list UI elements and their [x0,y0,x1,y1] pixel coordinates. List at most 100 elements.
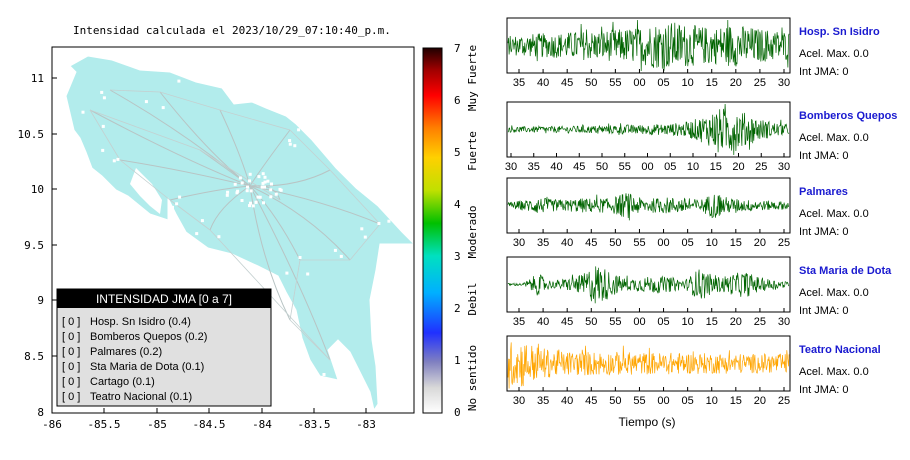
time-tick-label: 45 [561,316,573,328]
station-marker [344,162,348,165]
station-marker [363,235,367,239]
station-marker [195,232,199,236]
station-marker [263,180,267,184]
time-tick-label: 20 [730,316,742,328]
station-marker [257,175,261,179]
road-line [249,169,331,187]
seismogram-panel: 30 35 40 45 50 55 00 05 10 15 20 25 30 Bomberos Quepo… [505,101,897,173]
station-marker [226,190,230,194]
road-line [89,109,201,151]
station-marker [263,175,267,179]
acel-max: Acel. Max. 0.0 [799,366,869,378]
station-marker [112,159,116,163]
colorbar-tick: 2 [454,302,461,315]
station-name: Teatro Nacional [799,344,881,356]
waveform-line [507,342,790,389]
time-tick-label: 40 [537,77,549,89]
y-tick: 9 [37,294,44,307]
station-marker [270,182,273,186]
station-marker [306,272,310,276]
station-marker [251,204,255,208]
station-marker [269,188,273,192]
time-tick-label: 05 [664,161,676,173]
station-marker [238,176,242,180]
intensity-legend: INTENSIDAD JMA [0 a 7] [ 0 ] Hosp. Sn Is… [56,288,272,407]
y-tick: 8.5 [24,350,44,363]
time-tick-label: 00 [657,395,669,407]
acel-max: Acel. Max. 0.0 [799,287,869,299]
colorbar-category: Moderado [466,206,479,259]
time-tick-label: 30 [778,316,790,328]
time-tick-label: 20 [730,77,742,89]
station-marker [225,193,229,197]
time-tick-label: 05 [682,395,694,407]
station-marker [178,195,182,199]
time-tick-label: 35 [513,316,525,328]
time-tick-label: 05 [657,77,669,89]
station-marker [298,256,302,259]
road-line [219,109,291,131]
station-marker [360,227,364,231]
legend-level: [ 0 ] [62,376,80,388]
station-marker [288,139,292,143]
time-tick-label: 15 [710,161,722,173]
station-marker [262,201,265,205]
legend-label: Palmares (0.2) [90,346,162,358]
station-marker [248,204,251,208]
colorbar-tick: 7 [454,42,461,55]
int-jma: Int JMA: 0 [799,150,849,162]
station-marker [297,128,301,132]
seismogram-frame [506,335,791,392]
int-jma: Int JMA: 0 [799,384,849,396]
time-tick-label: 05 [657,316,669,328]
time-tick-label: 25 [754,77,766,89]
x-tick: -85.5 [87,418,120,431]
time-tick-label: 55 [633,395,645,407]
time-tick-label: 50 [596,161,608,173]
station-marker [339,254,343,258]
legend-level: [ 0 ] [62,346,80,358]
time-tick-label: 30 [778,161,790,173]
seismogram-panel: 35 40 45 50 55 00 05 10 15 20 25 30 Hosp. Sn Isidro A… [506,17,880,89]
station-marker [235,191,239,195]
station-marker [279,188,283,192]
acel-max: Acel. Max. 0.0 [799,48,869,60]
time-tick-label: 45 [561,77,573,89]
road-line [249,185,381,225]
x-tick: -84.5 [192,418,225,431]
time-tick-label: 20 [754,237,766,249]
time-tick-label: 10 [706,237,718,249]
x-tick: -83.5 [297,418,330,431]
x-tick: -84 [252,418,272,431]
waveform-line [507,193,790,221]
x-tick: -83 [356,418,376,431]
station-marker [200,219,204,223]
time-tick-label: 00 [633,77,645,89]
station-marker [377,222,381,225]
road-line [249,185,281,201]
time-axis-label: Tiempo (s) [619,415,676,429]
road-line [249,185,301,261]
map-y-axis: 11 10.5 10 9.5 9 8.5 8 [18,72,57,419]
time-tick-label: 15 [706,77,718,89]
station-marker [344,354,348,358]
time-tick-label: 25 [778,395,790,407]
time-tick-label: 20 [754,395,766,407]
station-marker [399,215,403,219]
time-tick-label: 10 [687,161,699,173]
road-line [249,185,351,261]
road-line [119,159,171,201]
station-marker [101,148,105,152]
seismogram-panel: 30 35 40 45 50 55 00 05 10 15 20 25 Palmares Acel. Ma… [506,177,869,249]
seismogram-frame [506,101,791,158]
time-tick-label: 35 [537,237,549,249]
time-tick-label: 40 [561,395,573,407]
station-marker [248,172,252,176]
time-tick-label: 10 [706,395,718,407]
station-name: Hosp. Sn Isidro [799,26,880,38]
acel-max: Acel. Max. 0.0 [799,208,869,220]
station-marker [274,192,278,196]
station-marker [175,202,179,206]
station-marker [246,185,249,189]
road-line [209,185,251,231]
